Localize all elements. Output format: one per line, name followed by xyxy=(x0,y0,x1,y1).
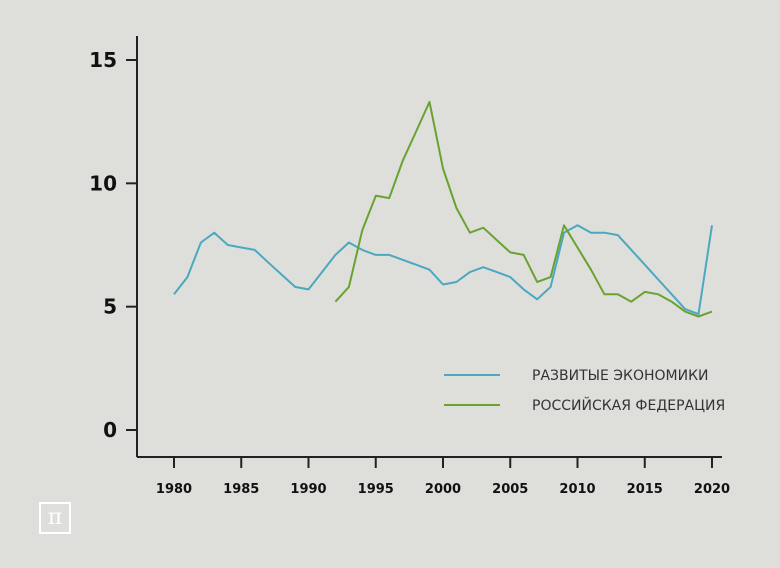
legend: РАЗВИТЫЕ ЭКОНОМИКИ РОССИЙСКАЯ ФЕДЕРАЦИЯ xyxy=(444,368,725,414)
pi-logo-icon: π xyxy=(39,502,71,534)
x-tick-label: 2000 xyxy=(425,482,461,497)
series-line-0 xyxy=(173,224,713,316)
x-tick-label: 1995 xyxy=(358,482,394,497)
legend-label-0: РАЗВИТЫЕ ЭКОНОМИКИ xyxy=(532,368,709,384)
series-layer xyxy=(173,100,713,318)
x-tick-label: 2015 xyxy=(627,482,663,497)
y-tick-label: 5 xyxy=(103,295,117,319)
x-tick-label: 1980 xyxy=(156,482,192,497)
y-tick-label: 0 xyxy=(103,418,117,442)
x-tick-label: 2005 xyxy=(492,482,528,497)
x-tick-label: 1990 xyxy=(290,482,326,497)
x-tick-label: 2010 xyxy=(559,482,595,497)
x-tick-label: 1985 xyxy=(223,482,259,497)
axes-layer: 0 5 10 15 1980 1985 1990 1995 2000 2005 2010 2015 20… xyxy=(89,36,730,497)
x-tick-label: 2020 xyxy=(694,482,730,497)
y-tick-label: 15 xyxy=(89,48,117,72)
series-line-1 xyxy=(334,100,713,318)
legend-label-1: РОССИЙСКАЯ ФЕДЕРАЦИЯ xyxy=(532,396,725,414)
y-tick-label: 10 xyxy=(89,171,117,195)
